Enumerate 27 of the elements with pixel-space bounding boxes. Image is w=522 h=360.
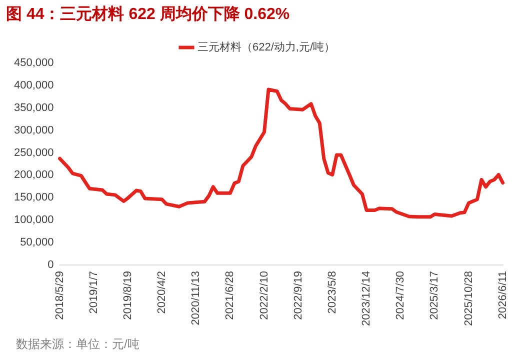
x-tick-label: 2023/5/8 <box>326 270 338 314</box>
legend-label: 三元材料（622/动力,元/吨） <box>197 40 336 54</box>
y-tick-label: 300,000 <box>14 124 54 136</box>
x-tick-label: 2019/8/19 <box>122 270 134 320</box>
chart-title: 图 44：三元材料 622 周均价下降 0.62% <box>6 4 290 25</box>
y-tick-label: 400,000 <box>14 79 54 92</box>
x-tick-label: 2020/11/13 <box>190 270 202 326</box>
x-tick-label: 2024/7/30 <box>394 270 407 320</box>
x-tick-label: 2022/9/19 <box>292 270 304 320</box>
y-tick-label: 0 <box>48 258 54 271</box>
x-tick-label: 2023/12/14 <box>360 270 373 326</box>
x-tick-label: 2019/1/7 <box>88 270 100 314</box>
x-tick-label: 2025/10/28 <box>462 270 475 326</box>
x-tick-label: 2025/3/17 <box>428 270 441 320</box>
y-tick-label: 150,000 <box>14 192 54 204</box>
y-tick-label: 100,000 <box>14 214 54 226</box>
y-tick-label: 350,000 <box>14 102 54 114</box>
x-tick-label: 2020/4/2 <box>156 270 168 314</box>
y-tick-label: 50,000 <box>20 236 54 249</box>
source-note: 数据来源：单位：元/吨 <box>16 336 140 353</box>
y-tick-label: 200,000 <box>14 169 54 182</box>
y-tick-label: 250,000 <box>14 146 54 159</box>
x-tick-label: 2021/6/28 <box>224 270 236 320</box>
x-tick-label: 2022/2/10 <box>258 270 270 320</box>
x-tick-label: 2026/6/11 <box>496 270 509 320</box>
y-tick-label: 450,000 <box>14 57 54 70</box>
x-tick-label: 2018/5/29 <box>54 270 66 320</box>
